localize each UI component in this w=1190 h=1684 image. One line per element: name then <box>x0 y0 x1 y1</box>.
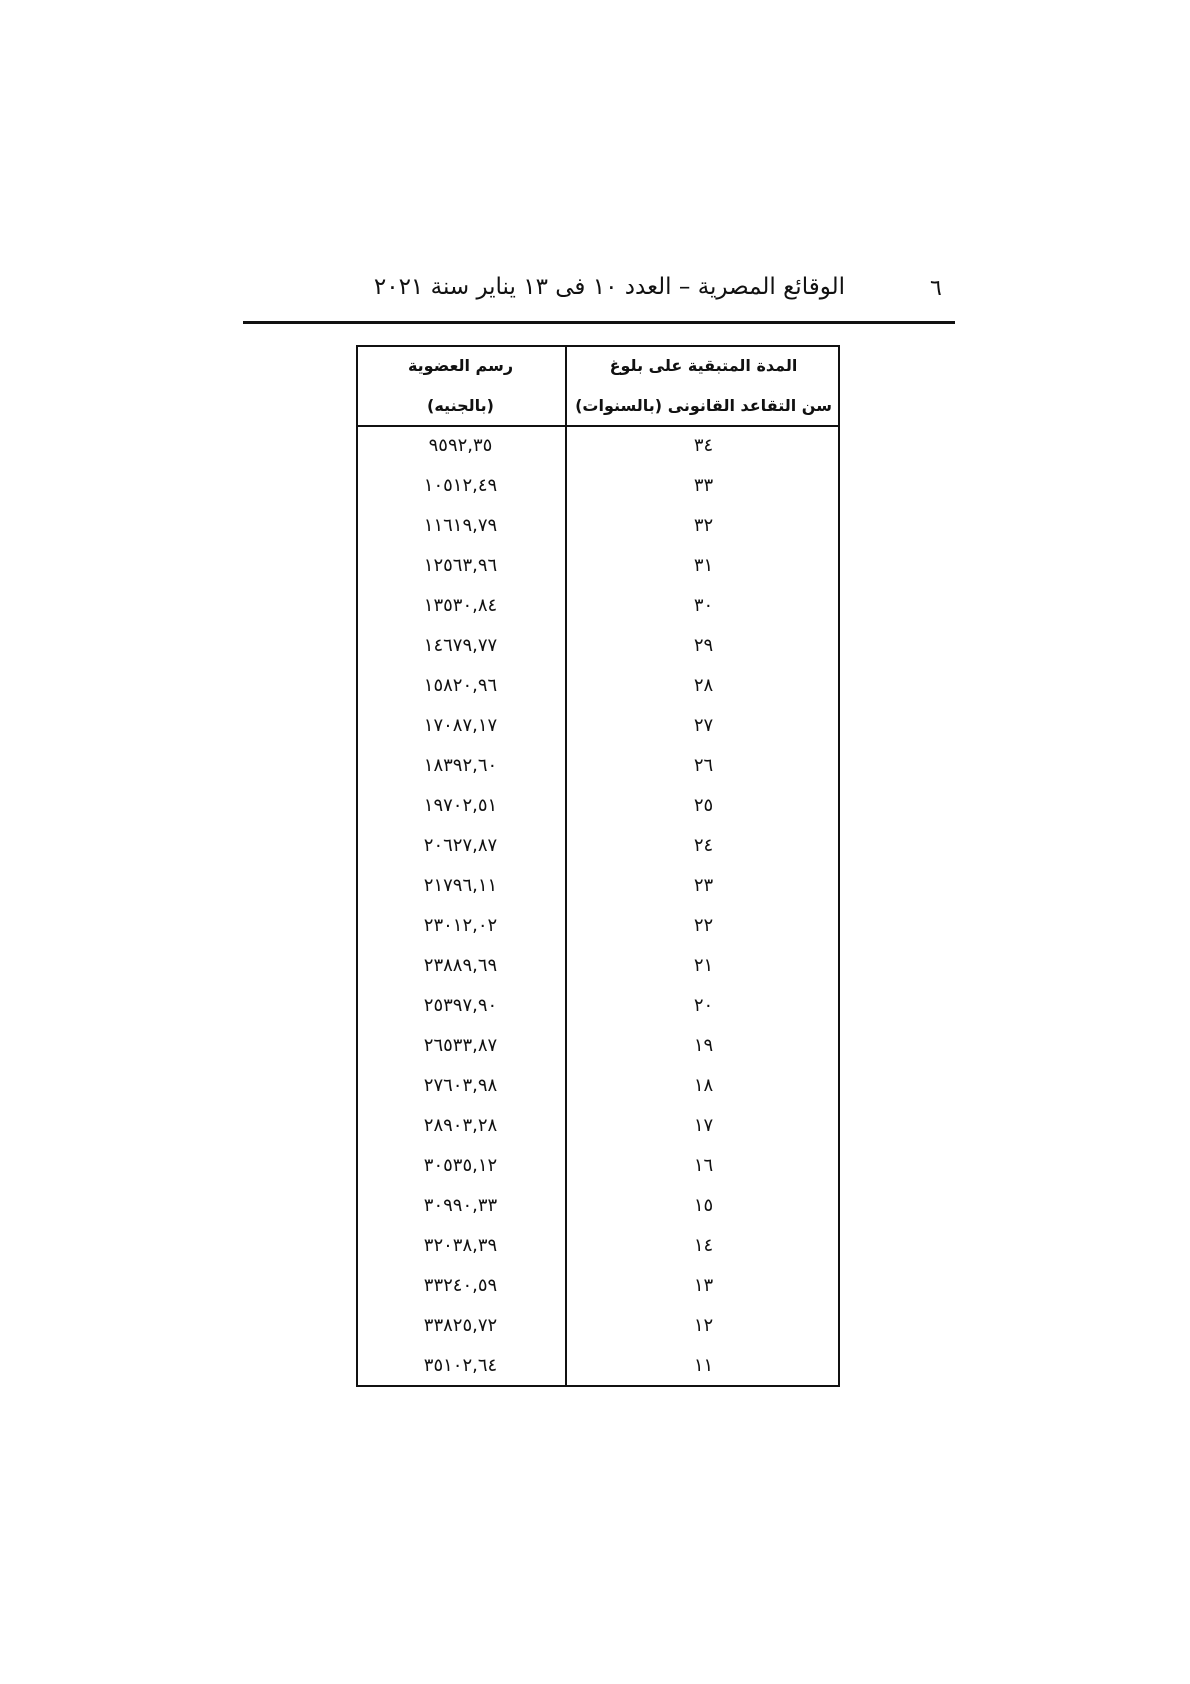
years-cell: ١٣ <box>693 1275 714 1296</box>
years-cell: ٣٠ <box>693 595 714 616</box>
fee-cell: ١٣٥٣٠,٨٤ <box>423 595 498 616</box>
header-rule <box>243 321 955 324</box>
fee-cell: ٢٥٣٩٧,٩٠ <box>423 995 498 1016</box>
years-cell: ١٩ <box>693 1035 714 1056</box>
fee-cell: ٢٦٥٣٣,٨٧ <box>423 1035 498 1056</box>
years-cell: ١٧ <box>693 1115 714 1136</box>
years-cell: ٢٩ <box>693 635 714 656</box>
header-line: سن التقاعد القانونى (بالسنوات) <box>575 396 832 415</box>
years-cell: ٣٣ <box>693 475 714 496</box>
header-line: (بالجنيه) <box>427 396 494 415</box>
fee-cell: ٩٥٩٢,٣٥ <box>428 435 493 456</box>
column-header: المدة المتبقية على بلوغ سن التقاعد القان… <box>567 346 840 426</box>
fee-cell: ٢٠٦٢٧,٨٧ <box>423 835 498 856</box>
years-cell: ١٦ <box>693 1155 714 1176</box>
years-cell: ٢٦ <box>693 755 714 776</box>
years-cell: ٢١ <box>693 955 714 976</box>
fee-cell: ١٢٥٦٣,٩٦ <box>423 555 498 576</box>
fee-cell: ١٨٣٩٢,٦٠ <box>423 755 498 776</box>
years-cell: ١٨ <box>693 1075 714 1096</box>
fee-cell: ٢٣٠١٢,٠٢ <box>423 915 498 936</box>
years-cell: ٢٠ <box>693 995 714 1016</box>
fee-cell: ١٩٧٠٢,٥١ <box>423 795 498 816</box>
fee-cell: ٢١٧٩٦,١١ <box>423 875 498 896</box>
fee-cell: ١١٦١٩,٧٩ <box>423 515 498 536</box>
fee-cell: ٢٣٨٨٩,٦٩ <box>423 955 498 976</box>
table-border <box>356 345 840 1387</box>
years-cell: ٢٣ <box>693 875 714 896</box>
years-cell: ١١ <box>693 1355 714 1376</box>
fee-cell: ٣٣٨٢٥,٧٢ <box>423 1315 498 1336</box>
page-number: ٦ <box>930 276 942 301</box>
years-cell: ٣١ <box>693 555 714 576</box>
fee-cell: ٣٥١٠٢,٦٤ <box>423 1355 498 1376</box>
years-cell: ٢٧ <box>693 715 714 736</box>
fee-cell: ١٥٨٢٠,٩٦ <box>423 675 498 696</box>
years-cell: ٣٤ <box>693 435 714 456</box>
years-cell: ١٤ <box>693 1235 714 1256</box>
column-divider <box>565 345 567 1387</box>
header-title: الوقائع المصرية – العدد ١٠ فى ١٣ يناير س… <box>373 274 845 300</box>
years-cell: ٢٢ <box>693 915 714 936</box>
years-cell: ٢٨ <box>693 675 714 696</box>
fee-cell: ٣٣٢٤٠,٥٩ <box>423 1275 498 1296</box>
years-cell: ١٢ <box>693 1315 714 1336</box>
fee-cell: ٣٠٩٩٠,٣٣ <box>423 1195 498 1216</box>
fee-cell: ١٧٠٨٧,١٧ <box>423 715 498 736</box>
fee-cell: ١٤٦٧٩,٧٧ <box>423 635 498 656</box>
years-cell: ١٥ <box>693 1195 714 1216</box>
years-cell: ٢٥ <box>693 795 714 816</box>
fee-cell: ١٠٥١٢,٤٩ <box>423 475 498 496</box>
fee-cell: ٢٧٦٠٣,٩٨ <box>423 1075 498 1096</box>
fee-cell: ٢٨٩٠٣,٢٨ <box>423 1115 498 1136</box>
column-header: رسم العضوية (بالجنيه) <box>356 346 565 426</box>
years-cell: ٢٤ <box>693 835 714 856</box>
fee-cell: ٣٠٥٣٥,١٢ <box>423 1155 498 1176</box>
years-cell: ٣٢ <box>693 515 714 536</box>
header-line: المدة المتبقية على بلوغ <box>609 356 798 375</box>
header-line: رسم العضوية <box>407 356 514 375</box>
header-divider <box>356 425 840 427</box>
fee-cell: ٣٢٠٣٨,٣٩ <box>423 1235 498 1256</box>
